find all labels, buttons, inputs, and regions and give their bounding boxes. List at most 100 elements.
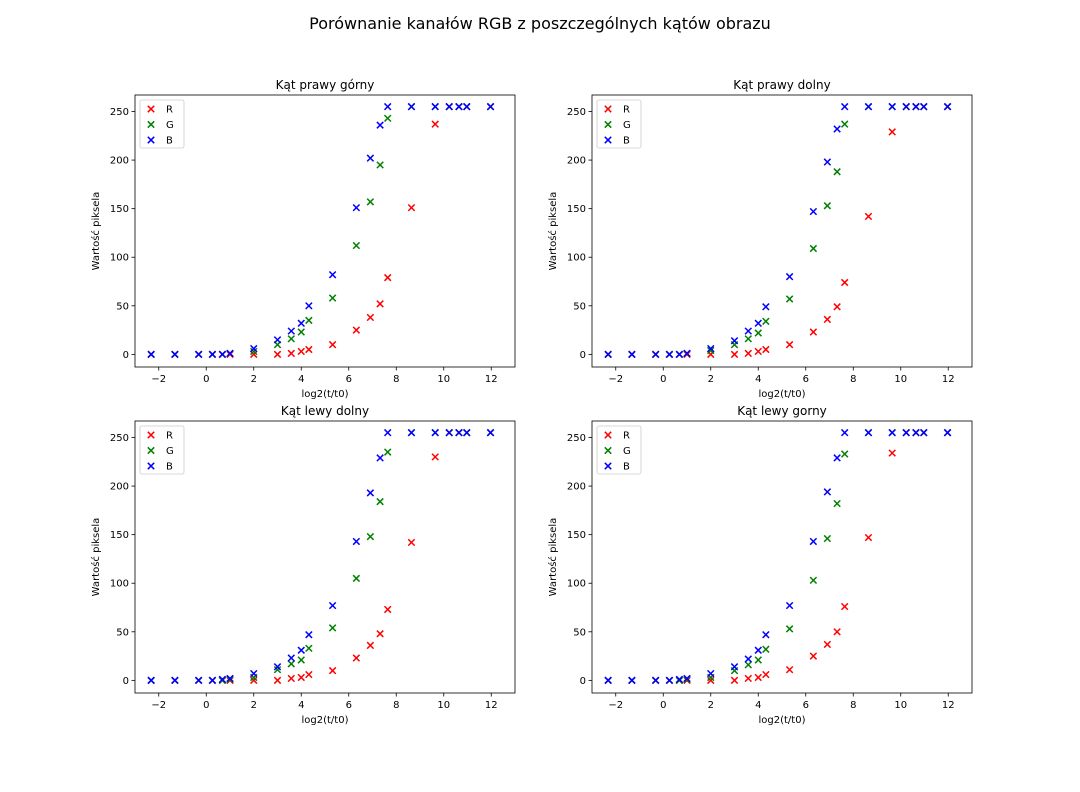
data-point xyxy=(376,630,384,638)
data-point xyxy=(147,676,155,685)
marker-stroke xyxy=(833,125,841,133)
marker-stroke xyxy=(840,278,849,287)
y-tick-label: 50 xyxy=(116,301,129,312)
marker-stroke xyxy=(376,497,384,506)
data-point xyxy=(407,428,416,437)
data-point xyxy=(171,350,179,359)
data-point xyxy=(665,350,674,359)
marker-stroke xyxy=(744,335,753,343)
data-point xyxy=(785,665,794,674)
data-point xyxy=(840,278,849,287)
marker-stroke xyxy=(864,212,873,221)
marker-stroke xyxy=(744,661,753,669)
data-point xyxy=(888,102,896,111)
data-point xyxy=(297,328,305,336)
data-point xyxy=(943,428,952,437)
data-point xyxy=(730,337,739,345)
marker-stroke xyxy=(823,640,832,649)
marker-stroke xyxy=(762,630,770,639)
x-tick-label: 12 xyxy=(485,374,498,385)
marker-stroke xyxy=(809,576,818,585)
legend-label: G xyxy=(623,120,631,131)
data-point xyxy=(744,327,753,335)
marker-stroke xyxy=(823,534,832,543)
series-B xyxy=(604,102,952,359)
legend-marker xyxy=(604,120,612,129)
marker-stroke xyxy=(785,272,794,281)
data-point xyxy=(218,675,227,684)
legend-marker xyxy=(147,431,155,439)
data-point xyxy=(463,428,471,437)
marker-stroke xyxy=(840,450,849,458)
data-point xyxy=(823,640,832,649)
marker-stroke xyxy=(943,428,952,437)
marker-stroke xyxy=(823,488,832,496)
marker-stroke xyxy=(250,347,258,356)
marker-stroke xyxy=(754,656,762,664)
marker-stroke xyxy=(273,676,282,685)
marker-stroke xyxy=(171,350,179,359)
marker-stroke xyxy=(226,674,234,683)
data-point xyxy=(833,125,841,133)
marker-stroke xyxy=(352,241,361,250)
data-point xyxy=(273,663,282,671)
legend-label: R xyxy=(623,431,630,442)
marker-stroke xyxy=(273,336,282,344)
legend-label: B xyxy=(166,136,173,147)
legend-label: R xyxy=(166,431,173,442)
data-point xyxy=(809,328,818,336)
data-point xyxy=(730,663,739,671)
marker-stroke xyxy=(744,349,753,358)
marker-stroke xyxy=(823,315,832,324)
marker-stroke xyxy=(407,102,416,111)
marker-stroke xyxy=(273,350,282,359)
data-point xyxy=(463,102,471,111)
marker-stroke xyxy=(297,347,305,356)
marker-stroke xyxy=(287,335,296,343)
marker-stroke xyxy=(366,198,375,206)
legend-marker xyxy=(604,136,612,144)
data-point xyxy=(352,537,361,546)
data-point xyxy=(376,454,384,462)
data-point xyxy=(809,537,818,546)
data-point xyxy=(888,428,896,437)
legend-label: B xyxy=(166,462,173,473)
marker-stroke xyxy=(287,674,296,683)
subplots: Kąt prawy górny−2 0 2 4 6 8 10 1205010015020025… xyxy=(90,78,973,726)
marker-stroke xyxy=(383,605,392,614)
marker-stroke xyxy=(194,676,203,685)
marker-stroke xyxy=(455,102,463,111)
marker-stroke xyxy=(328,270,337,279)
x-tick-label: 6 xyxy=(803,700,809,711)
x-tick-label: 10 xyxy=(437,374,450,385)
data-point xyxy=(208,350,217,359)
marker-stroke xyxy=(920,102,928,111)
legend-marker xyxy=(147,446,155,455)
marker-stroke xyxy=(352,537,361,546)
marker-stroke xyxy=(328,601,337,610)
marker-stroke xyxy=(754,673,762,682)
marker-stroke xyxy=(250,676,258,685)
marker-stroke xyxy=(431,453,439,461)
y-tick-label: 200 xyxy=(567,482,586,493)
data-point xyxy=(809,207,818,216)
marker-stroke xyxy=(366,154,375,162)
marker-stroke xyxy=(604,431,612,439)
data-point xyxy=(194,676,203,685)
y-tick-label: 250 xyxy=(567,433,586,444)
data-point xyxy=(912,428,920,437)
marker-stroke xyxy=(431,102,439,111)
data-point xyxy=(707,669,715,678)
data-point xyxy=(455,428,463,437)
data-point xyxy=(785,295,794,303)
marker-stroke xyxy=(147,350,155,359)
marker-stroke xyxy=(707,676,715,685)
y-tick-label: 50 xyxy=(573,301,586,312)
marker-stroke xyxy=(376,121,384,129)
data-point xyxy=(840,102,849,111)
x-tick-label: 6 xyxy=(346,374,352,385)
x-tick-label: 2 xyxy=(251,374,257,385)
marker-stroke xyxy=(683,349,691,358)
subplot-title: Kąt prawy dolny xyxy=(733,78,830,92)
